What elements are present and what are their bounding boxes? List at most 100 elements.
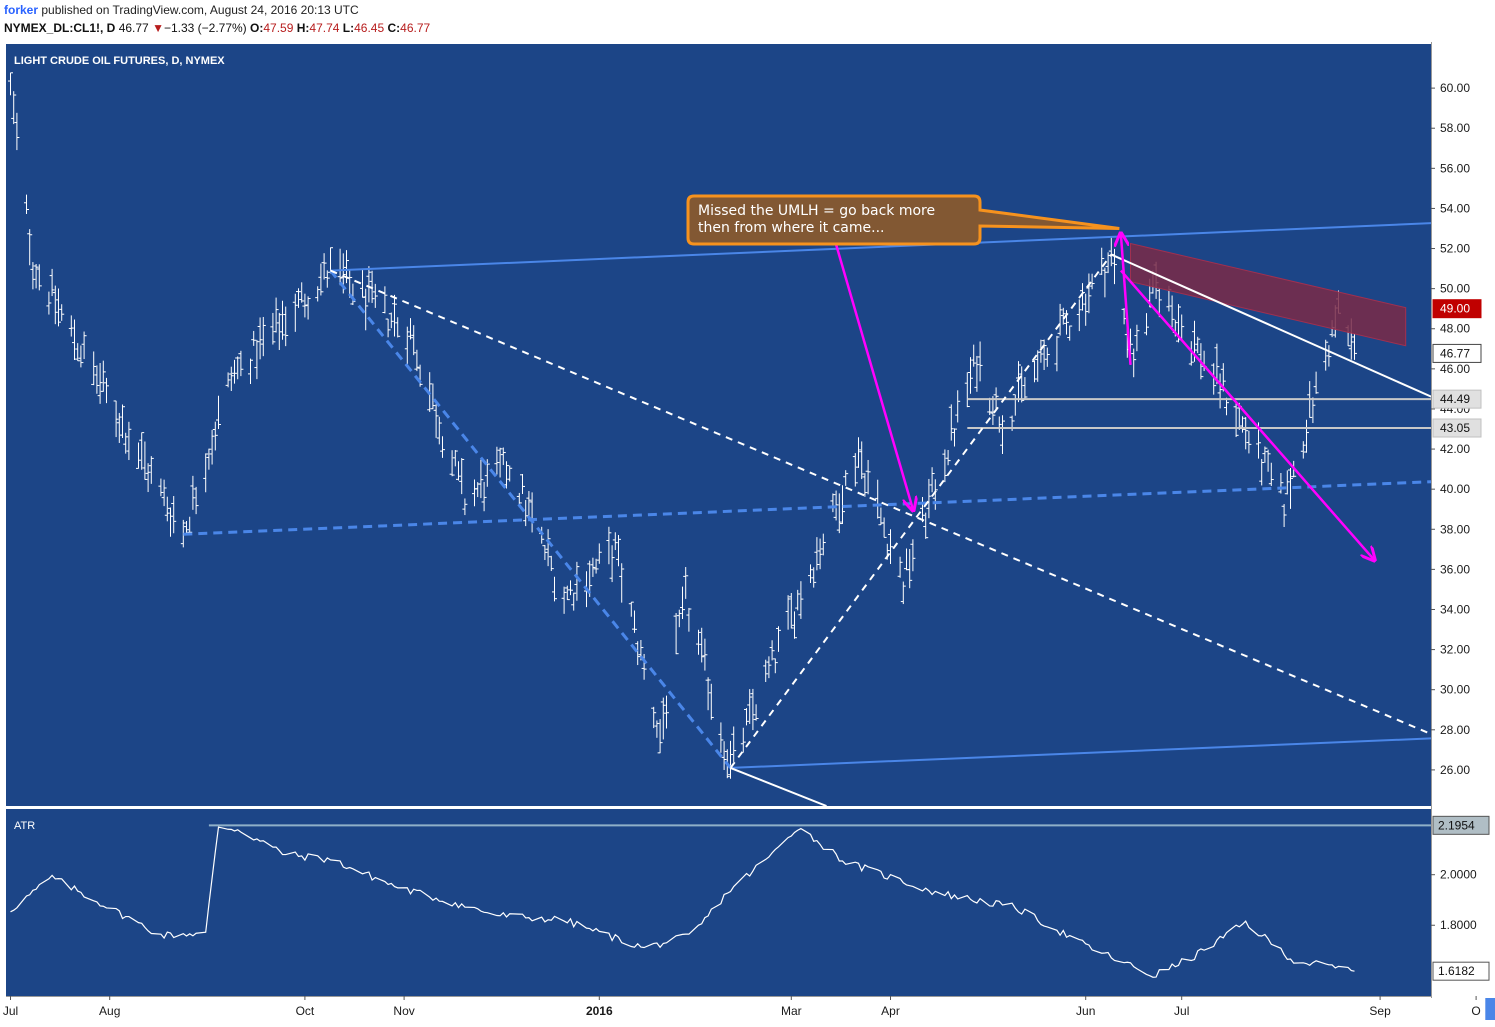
ohlc-bar — [414, 349, 420, 372]
author-link[interactable]: forker — [4, 3, 39, 17]
white-dashed-down[interactable] — [330, 269, 1495, 780]
ohlc-bar — [616, 535, 621, 567]
ohlc-bar — [8, 72, 13, 96]
ohlc-bar — [68, 315, 74, 337]
white-solid-from-high[interactable] — [1110, 253, 1495, 446]
ohlc-bar — [1352, 333, 1357, 360]
white-solid-from-low[interactable] — [730, 766, 827, 806]
open-label: O: — [250, 21, 264, 35]
ohlc-bar — [276, 312, 282, 350]
ohlc-bar — [78, 345, 84, 368]
ohlc-bar — [1022, 377, 1028, 399]
ohlc-bar — [248, 358, 253, 385]
y-tick-label: 50.00 — [1440, 282, 1470, 296]
ohlc-bar — [145, 463, 151, 493]
symbol-label[interactable]: NYMEX_DL:CL1!, D — [4, 21, 116, 35]
low-value: 46.45 — [354, 21, 385, 35]
ohlc-bar — [632, 610, 637, 633]
ohlc-bar — [212, 421, 218, 451]
y-tick-label: 36.00 — [1440, 562, 1470, 576]
chart-canvas[interactable]: 26.00 28.00 30.00 32.00 34.00 36.00 38.00 40.00… — [0, 42, 1495, 1027]
ohlc-bar — [987, 397, 993, 416]
ohlc-bar — [820, 533, 826, 556]
ohlc-bar — [852, 453, 858, 487]
ohlc-bar — [299, 282, 305, 303]
atr-pane[interactable] — [6, 809, 1431, 996]
ohlc-bar — [164, 496, 170, 522]
ohlc-bar — [1281, 504, 1287, 527]
ohlc-bar — [321, 253, 327, 280]
x-tick-label: Apr — [881, 1004, 900, 1018]
ohlc-bar — [104, 377, 109, 404]
arrow-down-projection[interactable] — [1119, 269, 1374, 560]
ohlc-bar — [123, 432, 129, 454]
ohlc-bar — [203, 453, 209, 493]
ohlc-bar — [619, 563, 625, 603]
arrow-to-median[interactable] — [834, 244, 913, 510]
ohlc-bar — [708, 683, 714, 720]
ohlc-bar — [462, 498, 468, 516]
ohlc-bar — [766, 656, 772, 679]
ohlc-bar — [552, 576, 557, 602]
ohlc-bar — [948, 404, 954, 441]
ohlc-bar — [1214, 343, 1220, 385]
ohlc-bar — [260, 316, 266, 357]
ohlc-bar — [1099, 247, 1105, 275]
ohlc-bar — [808, 564, 813, 584]
ohlc-bar — [788, 593, 794, 629]
y-tick-label: 54.00 — [1440, 201, 1470, 215]
ohlc-bar — [1102, 267, 1108, 298]
ohlc-bar — [14, 112, 20, 151]
ohlc-bar — [881, 517, 887, 538]
resistance-zone[interactable] — [1130, 242, 1407, 347]
ohlc-bar — [683, 567, 689, 599]
ohlc-bar — [843, 470, 849, 486]
ohlc-bar — [1246, 430, 1252, 454]
lower-parallel-blue[interactable] — [730, 734, 1495, 769]
high-value: 47.74 — [309, 21, 340, 35]
fork-left-leg[interactable] — [329, 269, 732, 769]
price-tag-red: 49.00 — [1432, 299, 1482, 319]
ohlc-bar — [897, 556, 903, 578]
ohlc-bar — [856, 437, 861, 468]
ohlc-bar — [1313, 371, 1319, 394]
ohlc-bar — [571, 592, 577, 611]
ohlc-bar — [24, 194, 29, 215]
ohlc-bar — [1304, 419, 1309, 453]
x-tick-label: Jul — [3, 1004, 18, 1018]
close-label: C: — [387, 21, 401, 35]
annotation-bubble[interactable] — [686, 194, 1120, 246]
ohlc-bar — [81, 331, 87, 360]
ohlc-bar — [932, 479, 938, 510]
ohlc-bar — [657, 719, 663, 754]
white-dashed-up[interactable] — [729, 253, 1113, 769]
ohlc-bar — [942, 449, 948, 483]
ohlc-bar — [478, 459, 484, 499]
ohlc-bar — [1288, 467, 1293, 509]
price-pane[interactable] — [6, 44, 1431, 806]
ohlc-bar — [907, 549, 913, 589]
arrow-to-umlh[interactable] — [1121, 235, 1132, 365]
ohlc-bar — [635, 641, 641, 666]
annotation-text-line: then from where it came... — [698, 220, 884, 236]
ohlc-bar — [785, 595, 791, 630]
ohlc-bar — [382, 286, 388, 314]
ohlc-bar — [660, 697, 666, 740]
atr-line — [10, 826, 1355, 978]
ohlc-bar — [968, 357, 973, 394]
close-value: 46.77 — [400, 21, 431, 35]
ohlc-bar — [990, 396, 996, 425]
ohlc-bar — [494, 446, 500, 475]
ohlc-bar — [36, 264, 42, 291]
atr-last-tag: 1.6182 — [1432, 961, 1490, 981]
ohlc-bar — [1278, 472, 1284, 494]
ohlc-bar — [209, 429, 215, 465]
ohlc-bar — [1224, 397, 1229, 416]
ohlc-bar — [1057, 303, 1063, 336]
ohlc-bar — [888, 529, 893, 565]
ohlc-bar — [388, 312, 394, 329]
median-line-dashed-blue[interactable] — [183, 477, 1495, 536]
ohlc-bar — [1112, 248, 1117, 285]
ohlc-bar — [596, 543, 602, 564]
